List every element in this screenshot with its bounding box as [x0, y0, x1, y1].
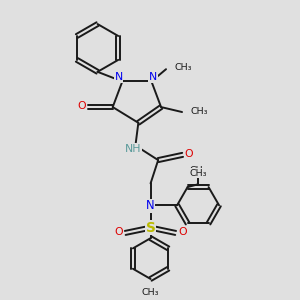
Text: O: O — [77, 101, 86, 112]
Text: NH: NH — [125, 144, 141, 154]
Text: O: O — [185, 149, 194, 159]
Text: O: O — [178, 227, 187, 237]
Text: CH₃: CH₃ — [189, 167, 207, 176]
Text: N: N — [114, 72, 123, 82]
Text: CH₃: CH₃ — [191, 107, 208, 116]
Text: N: N — [146, 199, 154, 212]
Text: CH₃: CH₃ — [189, 169, 207, 178]
Text: S: S — [146, 221, 155, 235]
Text: CH₃: CH₃ — [175, 63, 192, 72]
Text: N: N — [149, 72, 157, 82]
Text: O: O — [114, 227, 123, 237]
Text: CH₃: CH₃ — [142, 288, 159, 297]
